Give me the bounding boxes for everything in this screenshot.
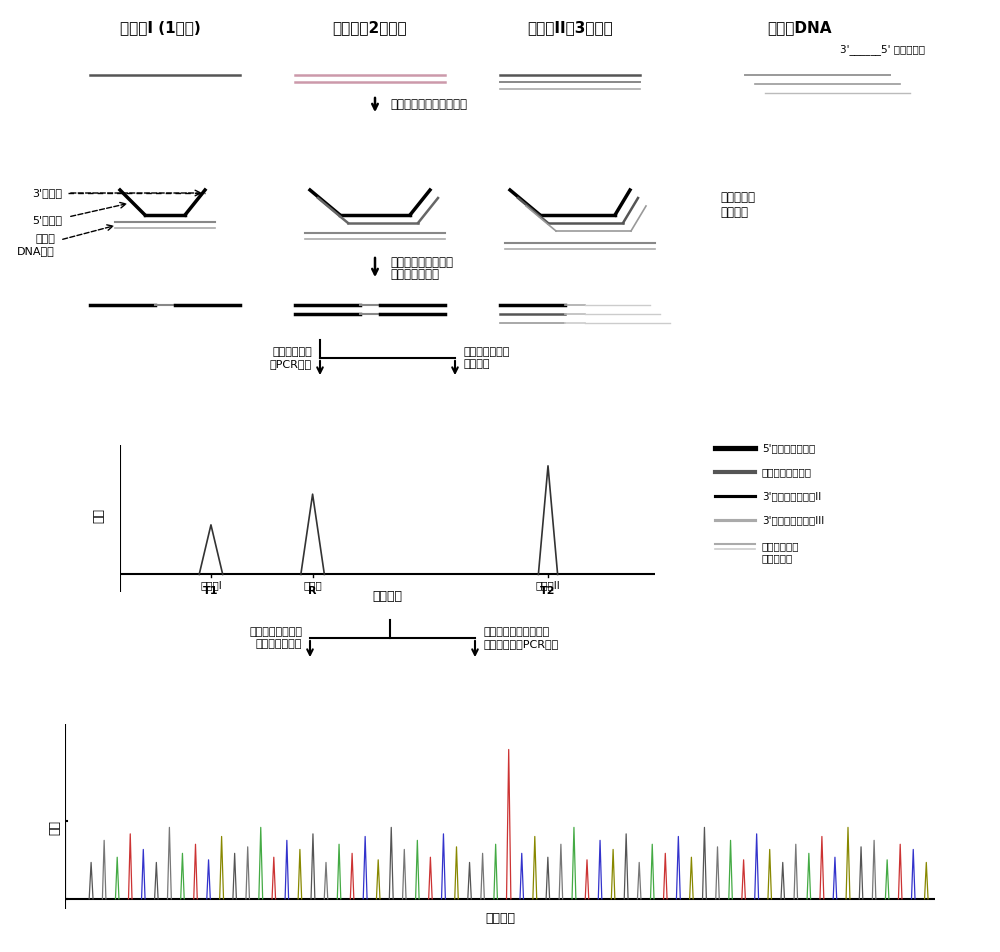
Text: 5'端通用引物序列: 5'端通用引物序列 (762, 443, 815, 453)
Text: 5'端综针: 5'端综针 (32, 215, 62, 225)
Text: 采用不同长度的位: 采用不同长度的位 (249, 627, 302, 637)
Text: T1: T1 (203, 586, 219, 596)
Text: 加长连接反应: 加长连接反应 (762, 541, 800, 551)
Text: 综针与对应
模板配对: 综针与对应 模板配对 (720, 191, 755, 219)
Text: 目标区II: 目标区II (536, 581, 560, 590)
Text: 峰高: 峰高 (92, 508, 105, 523)
Text: 毛细管电泳分离: 毛细管电泳分离 (463, 347, 509, 357)
Text: 参照区（2拷贝）: 参照区（2拷贝） (333, 21, 407, 35)
Text: 目标区I (1拷贝): 目标区I (1拷贝) (120, 21, 200, 35)
Text: R: R (308, 586, 317, 596)
Text: 加入综针后进行变性复性: 加入综针后进行变性复性 (390, 98, 467, 111)
Text: 目标区II（3拷贝）: 目标区II（3拷贝） (527, 21, 613, 35)
Text: T2: T2 (540, 586, 556, 596)
Text: 位点鉴别连接序列: 位点鉴别连接序列 (762, 467, 812, 477)
Text: 点鉴别连接序列: 点鉴别连接序列 (256, 639, 302, 649)
Text: 基因组DNA: 基因组DNA (768, 21, 832, 35)
Text: 在连接酶作用下进行: 在连接酶作用下进行 (390, 256, 453, 269)
Text: 3'端通用引物序列III: 3'端通用引物序列III (762, 515, 824, 525)
Text: 3'______5' 反向互补链: 3'______5' 反向互补链 (840, 45, 925, 55)
Text: 参照区: 参照区 (303, 581, 322, 590)
Text: （双）连接反应: （双）连接反应 (390, 268, 439, 282)
Text: 基因组
DNA模板: 基因组 DNA模板 (17, 234, 55, 256)
Text: 峰高: 峰高 (48, 820, 61, 835)
Text: 综针与模板: 综针与模板 (762, 553, 793, 563)
Text: 3'端综针: 3'端综针 (32, 188, 62, 198)
Text: 扩增产物: 扩增产物 (463, 359, 490, 369)
Text: 3'端通用引物序列II: 3'端通用引物序列II (762, 491, 821, 501)
Text: 进行多重荧光PCR扩增: 进行多重荧光PCR扩增 (483, 639, 558, 649)
Text: 电泳位置: 电泳位置 (485, 912, 515, 924)
Text: 采用不同通用引物序列: 采用不同通用引物序列 (483, 627, 549, 637)
Text: 行PCR扩增: 行PCR扩增 (270, 359, 312, 369)
Text: 目标区I: 目标区I (200, 581, 222, 590)
Text: 用通用引物进: 用通用引物进 (272, 347, 312, 357)
Text: 电泳位置: 电泳位置 (372, 590, 402, 603)
